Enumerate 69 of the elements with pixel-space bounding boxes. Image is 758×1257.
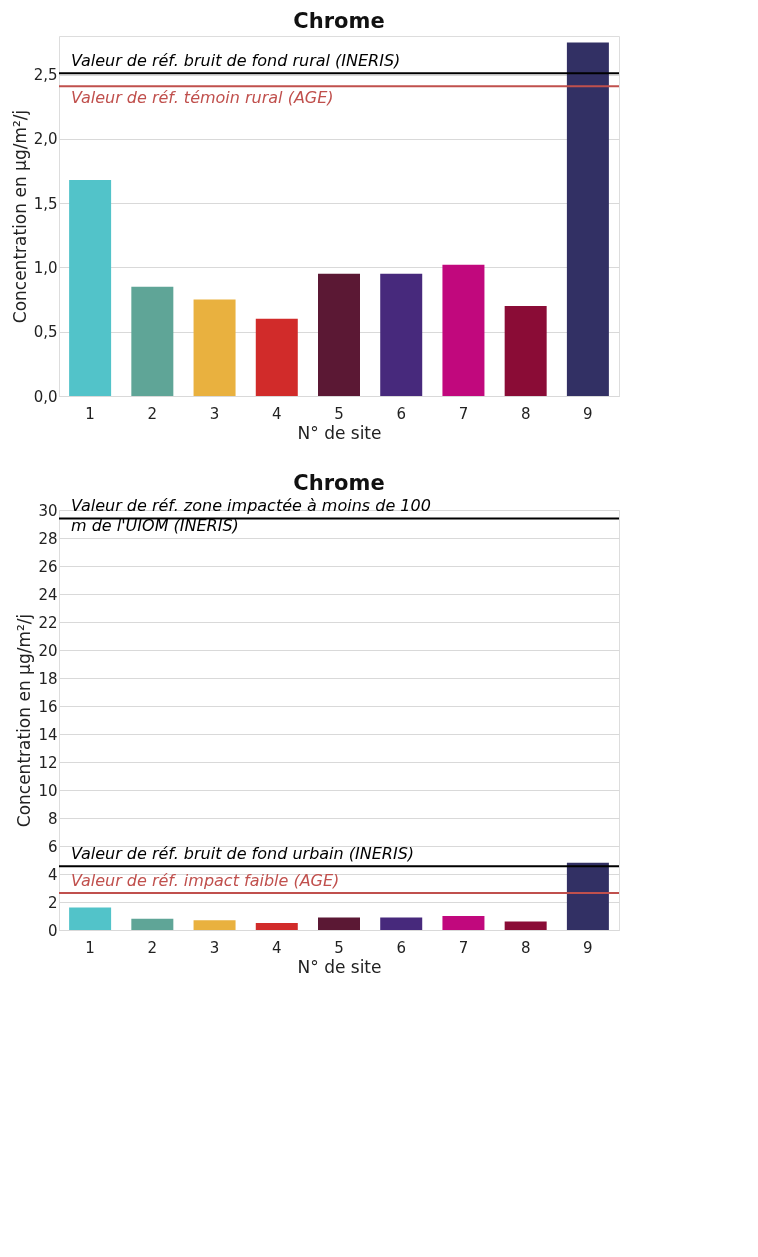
y-tick-label: 6 — [47, 837, 58, 856]
bar — [131, 918, 174, 930]
bar — [504, 306, 547, 396]
bar — [69, 180, 112, 396]
x-tick-label: 7 — [458, 938, 469, 957]
bar — [193, 299, 236, 396]
y-axis-title: Concentration en µg/m²/j — [9, 109, 30, 324]
x-tick-label: 4 — [272, 938, 282, 957]
y-tick-label: 20 — [38, 641, 58, 660]
x-axis-title: N° de site — [297, 956, 382, 977]
chart-title: Chrome — [293, 471, 385, 496]
y-tick-label: 26 — [38, 557, 58, 576]
x-tick-label: 3 — [209, 404, 220, 423]
y-tick-label: 8 — [47, 809, 58, 828]
x-tick-label: 9 — [583, 938, 593, 957]
y-tick-label: 12 — [38, 753, 58, 772]
x-tick-label: 7 — [458, 404, 469, 423]
ref-line-label: Valeur de réf. bruit de fond rural (INERIS) — [71, 51, 401, 71]
ref-line-label: Valeur de réf. bruit de fond urbain (INERIS) — [71, 844, 415, 864]
bar — [442, 264, 485, 396]
x-tick-label: 9 — [583, 404, 593, 423]
x-tick-label: 2 — [147, 404, 158, 423]
bar — [255, 923, 298, 930]
ref-line-label: Valeur de réf. témoin rural (AGE) — [71, 88, 334, 108]
x-tick-label: 5 — [334, 404, 344, 423]
y-tick-label: 18 — [38, 669, 58, 688]
y-tick-label: 2,0 — [33, 130, 58, 149]
x-tick-label: 1 — [85, 404, 95, 423]
y-tick-label: 4 — [47, 865, 58, 884]
x-tick-label: 2 — [147, 938, 158, 957]
x-tick-label: 6 — [396, 938, 406, 957]
bar — [566, 42, 609, 396]
bar — [442, 916, 485, 930]
y-tick-label: 2,5 — [33, 66, 58, 85]
ref-line-label: Valeur de réf. zone impactée à moins de 100 m de l'UIOM (INERIS) — [71, 496, 431, 536]
bar — [504, 921, 547, 930]
y-tick-label: 0,5 — [33, 323, 58, 342]
y-tick-label: 28 — [38, 529, 58, 548]
x-tick-label: 8 — [520, 404, 531, 423]
bar — [566, 862, 609, 930]
ref-line-label: Valeur de réf. impact faible (AGE) — [71, 870, 340, 890]
y-tick-label: 24 — [38, 585, 58, 604]
y-tick-label: 14 — [38, 725, 58, 744]
y-tick-label: 30 — [38, 501, 58, 520]
bar — [380, 273, 423, 396]
x-tick-label: 4 — [272, 404, 282, 423]
y-tick-label: 1,5 — [33, 194, 58, 213]
y-tick-label: 0,0 — [33, 387, 58, 406]
x-tick-label: 5 — [334, 938, 344, 957]
bar — [380, 917, 423, 930]
bar — [318, 273, 360, 396]
x-tick-label: 3 — [209, 938, 220, 957]
x-tick-label: 8 — [520, 938, 531, 957]
bar — [131, 286, 174, 396]
chart-title: Chrome — [293, 9, 385, 33]
bar — [255, 318, 298, 396]
y-tick-label: 10 — [38, 781, 58, 800]
x-tick-label: 6 — [396, 404, 406, 423]
x-tick-label: 1 — [85, 938, 95, 957]
y-tick-label: 0 — [47, 921, 58, 940]
y-axis-title: Concentration en µg/m²/j — [14, 613, 35, 828]
y-tick-label: 2 — [47, 893, 58, 912]
y-tick-label: 16 — [38, 697, 58, 716]
x-axis-title: N° de site — [297, 422, 382, 443]
bar — [318, 917, 360, 930]
bar — [69, 907, 112, 930]
bar — [193, 920, 236, 930]
y-tick-label: 22 — [38, 613, 58, 632]
y-tick-label: 1,0 — [33, 258, 58, 277]
